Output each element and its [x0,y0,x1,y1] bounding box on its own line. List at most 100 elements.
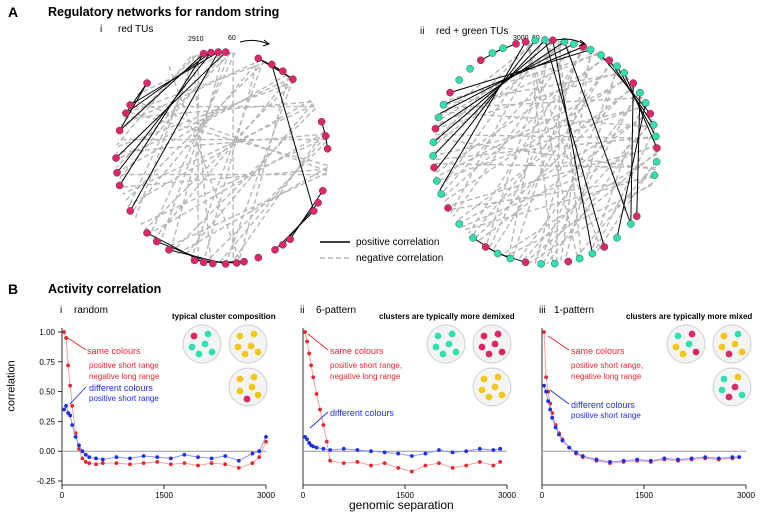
network-ii-tu-node [600,243,609,251]
data-point-same [341,461,346,466]
data-point-different [141,454,146,458]
network-i-tu-node [143,79,151,87]
network-ii-positive-edge [552,40,593,254]
cluster-iii-c-dot [734,373,742,381]
data-point-same [100,461,105,466]
network-i-negative-edge [132,99,328,172]
network-i-negative-edge [165,172,328,249]
y-tick-label: -0.25 [37,477,56,486]
data-point-different [257,449,262,454]
cluster-i-b-dot [241,350,249,358]
network-ii-negative-edge [470,62,613,237]
cluster-ii-b-dot [491,340,499,348]
network-ii-tu-node [586,45,595,54]
x-tick-label: 0 [540,491,545,500]
tick-arrow-i [239,39,269,45]
cluster-iii-a-dot [679,350,687,358]
b-iii-numeral: iii [539,305,546,316]
data-point-same [66,363,71,368]
network-ii-negative-edge [443,72,625,106]
network-ii-positive-edge [544,39,605,248]
panel-a-ii-label: red + green TUs [436,26,509,37]
cluster-i-a-dot [195,350,203,358]
network-i-tu-node [254,253,263,262]
network-ii-negative-edge [442,56,605,199]
network-ii-tu-node [439,100,448,109]
cluster-i-c-dot [236,375,244,383]
network-ii-negative-edge [524,41,602,250]
network-ii-negative-edge [468,47,586,235]
network-i-tu-node [122,109,130,118]
legend-positive-label: positive correlation [356,237,440,248]
data-point-different [437,448,441,452]
y-tick-label: 0.00 [39,447,55,456]
cluster-i-c-dot [250,373,258,381]
data-point-same [498,460,503,464]
network-ii-negative-edge [500,153,658,256]
network-ii-negative-edge [433,135,656,161]
data-point-different [209,456,214,461]
network-i-negative-edge [159,52,231,244]
network-ii-positive-edge [636,92,641,217]
data-point-different [477,446,482,451]
data-point-same [311,375,316,380]
cluster-i-c-dot [248,383,256,391]
panel-a-ii-numeral: ii [420,26,425,37]
data-point-different [730,455,735,460]
network-i-tu-node [126,101,135,109]
network-ii-negative-edge [477,111,650,243]
cluster-ii-b-dot [494,330,502,338]
data-point-same [328,458,333,463]
network-i-negative-edge [120,168,328,188]
network-ii-negative-edge [474,84,635,240]
network-ii-tu-node [652,132,660,141]
network-ii-tu-node [446,88,454,97]
data-point-same [544,375,548,380]
cluster-i-a-dot [201,340,209,348]
data-point-different [314,445,319,450]
panel-b-title: Activity correlation [48,282,162,296]
x-axis-label: genomic separation [349,498,454,512]
data-point-same [305,339,309,344]
data-point-different [689,456,694,461]
network-i-positive-edge [119,53,205,186]
data-point-different [355,448,360,452]
network-ii-positive-edge [434,40,536,172]
network-ii-negative-edge [529,182,654,264]
b-i-diff-label: different colours [89,383,153,393]
network-ii-negative-edge [556,41,562,264]
network-ii-tu-node [575,254,584,263]
network-i-tu-node [323,144,332,153]
data-point-different [73,434,78,439]
data-point-different [83,452,88,457]
data-point-same [155,460,160,464]
cluster-iii-c-dot [718,386,726,394]
network-ii-positive-edge [563,41,632,225]
cluster-ii-a-dot [434,332,442,340]
network-ii-tu-node [512,40,520,48]
b-ii-same-label: same colours [330,346,384,356]
network-ii-negative-edge [436,104,647,182]
network-ii-tu-node [521,258,530,267]
annotation-arrow [67,337,87,351]
data-point-different [560,438,565,443]
data-point-same [196,463,200,468]
x-tick-label: 0 [60,491,65,500]
network-ii-tu-node [650,171,659,180]
network-i-tu-node [126,207,135,215]
cluster-ii-b-dot [485,350,493,358]
cluster-ii-c-dot [491,383,499,391]
cluster-ii-b-dot [478,343,486,351]
network-ii-tu-node [632,212,641,221]
b-iii-label: 1-pattern [554,305,595,316]
data-point-same [303,330,307,334]
data-point-different [77,443,81,448]
network-i-tu-node [289,75,297,84]
network-i-tu-node [278,241,287,249]
network-i-negative-edge [139,137,327,226]
network-i-negative-edge [126,110,328,167]
x-tick-label: 1500 [635,491,653,500]
network-ii-negative-edge [439,39,546,191]
b-ii-same-sub2: negative long range [330,372,401,381]
cluster-iii-b-dot [731,340,739,348]
